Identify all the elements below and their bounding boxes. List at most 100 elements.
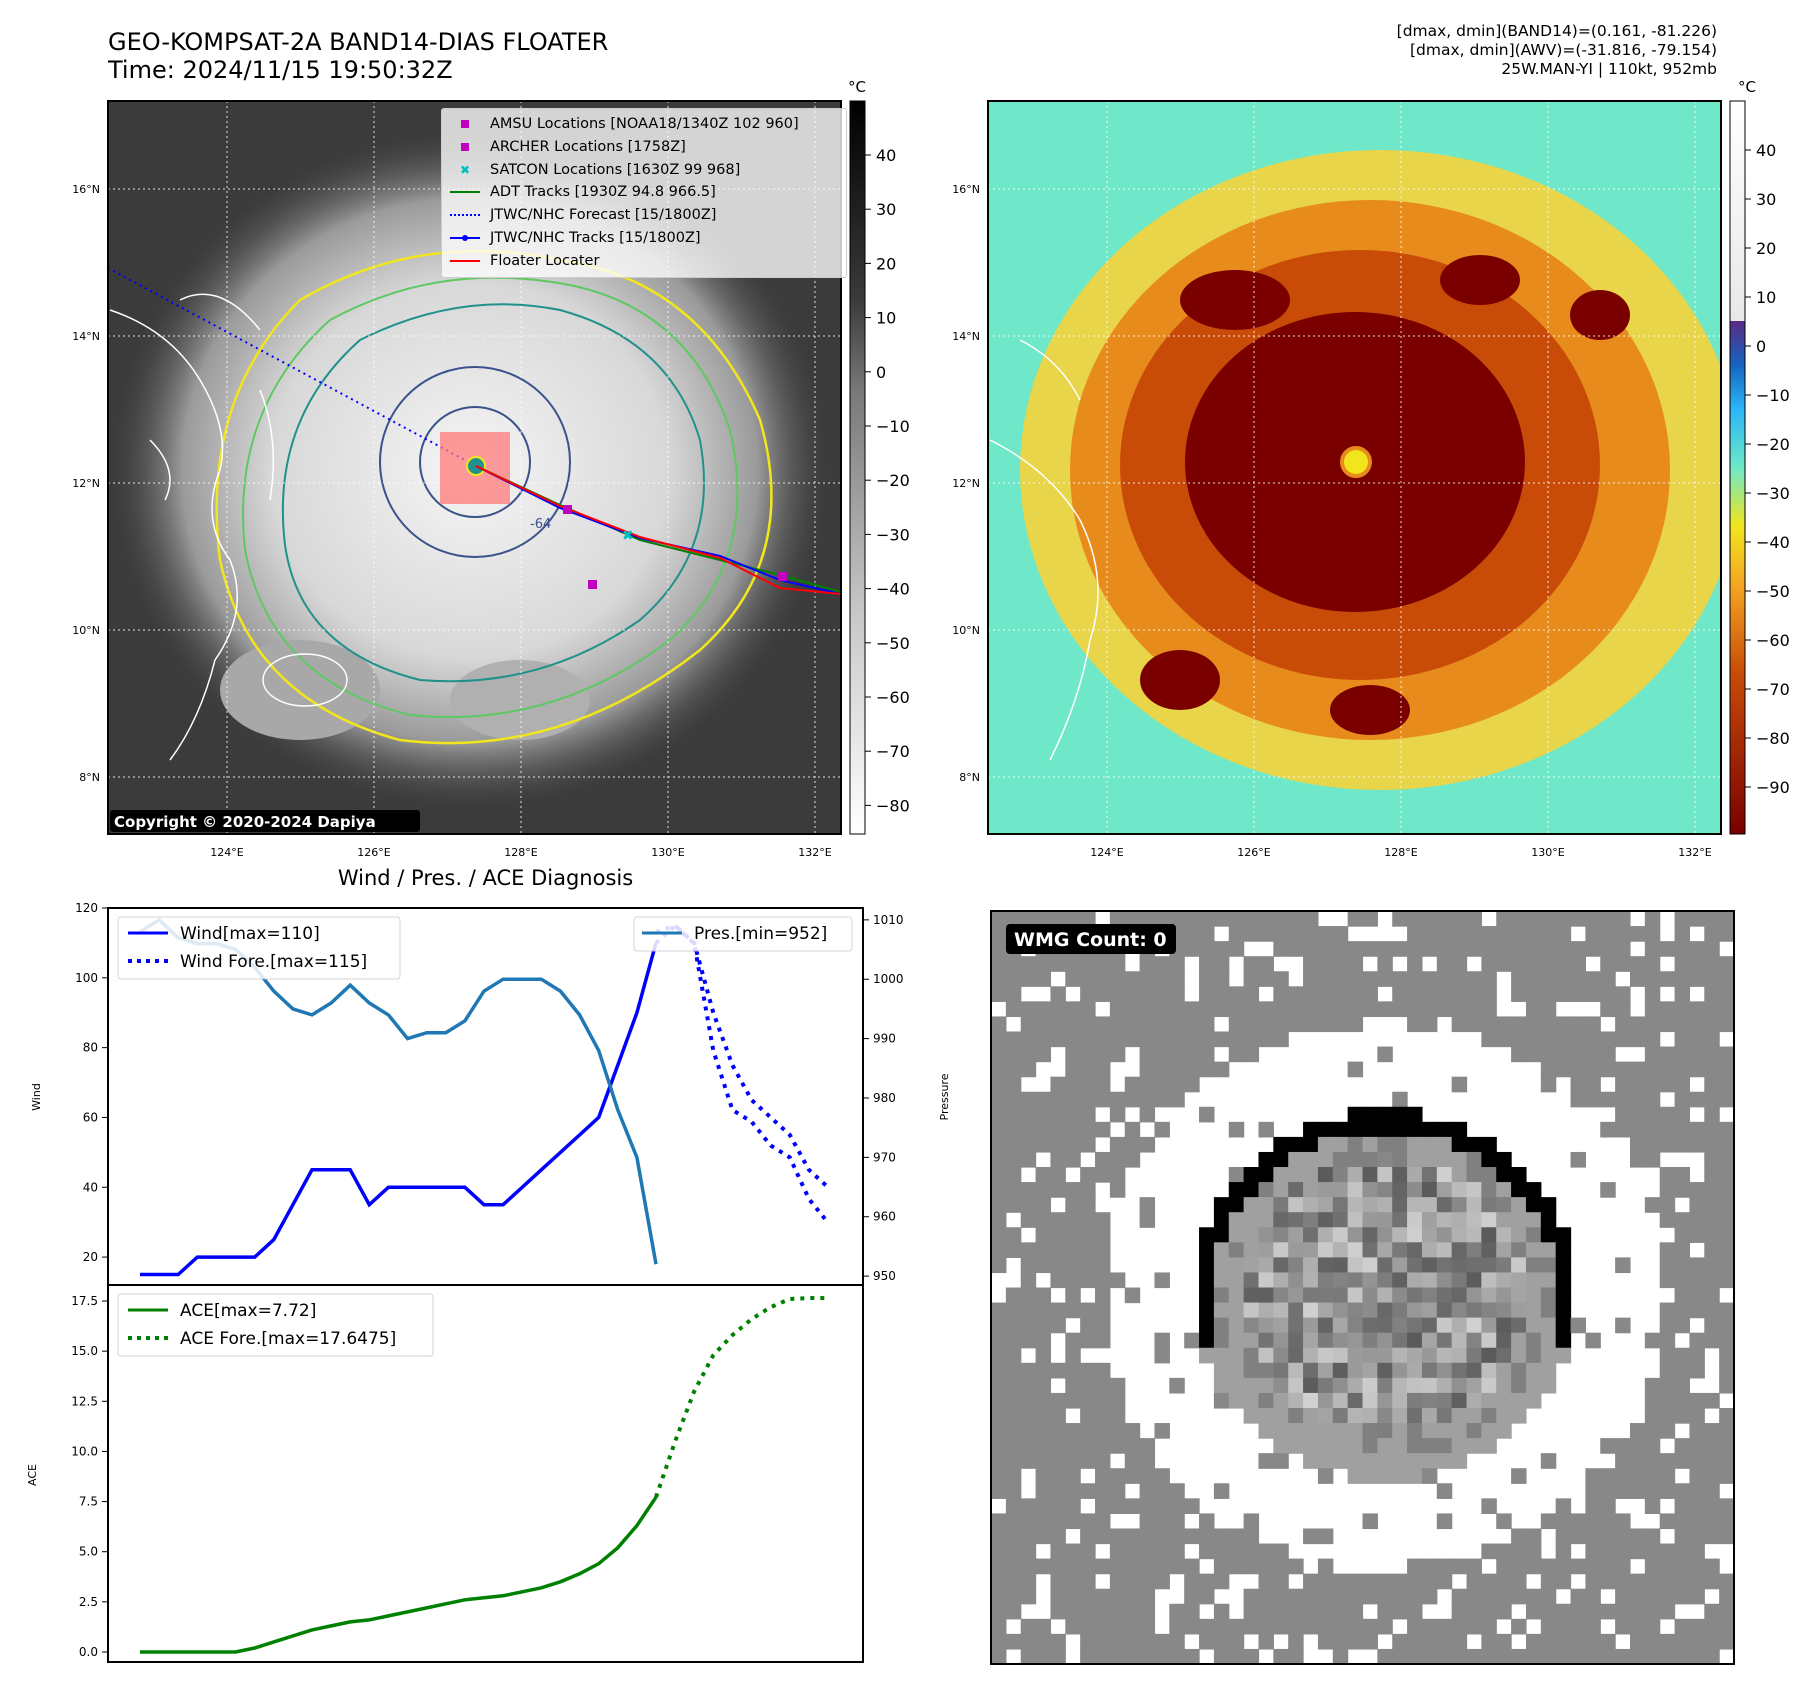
lat-tick: 16°N (72, 183, 100, 196)
wind-tick: 20 (83, 1250, 98, 1264)
gray-colorbar-tick: −30 (876, 525, 910, 544)
pressure-tick: 990 (873, 1032, 896, 1046)
lon-tick-2: 130°E (1531, 846, 1564, 859)
wmg-panel: WMG Count: 0 (990, 910, 1735, 1665)
square-marker-icon (448, 113, 482, 136)
color-colorbar-unit: °C (1738, 78, 1756, 96)
gray-colorbar-tick: 20 (876, 254, 896, 273)
dotted-line-icon (448, 204, 482, 227)
wind-tick: 120 (75, 901, 98, 915)
ace-tick: 7.5 (79, 1495, 98, 1509)
contour-green (242, 276, 739, 719)
pressure-tick: 1000 (873, 972, 904, 986)
color-colorbar-tick: −30 (1756, 484, 1790, 503)
ace-tick: 2.5 (79, 1595, 98, 1609)
color-colorbar-tick: −20 (1756, 435, 1790, 454)
color-colorbar-tick: 10 (1756, 288, 1776, 307)
x-marker-icon: ✖ (459, 162, 471, 177)
pressure-tick: 960 (873, 1210, 896, 1224)
line-dot-icon (448, 227, 482, 250)
title-line-1: GEO-KOMPSAT-2A BAND14-DIAS FLOATER (108, 28, 609, 56)
color-colorbar-tick: −50 (1756, 582, 1790, 601)
ace-legend: ACE[max=7.72] ACE Fore.[max=17.6475] (117, 1293, 434, 1357)
legend-item: ARCHER Locations [1758Z] (448, 136, 840, 159)
info-line-1: [dmax, dmin](BAND14)=(0.161, -81.226) (1396, 22, 1717, 40)
wind-tick: 100 (75, 971, 98, 985)
lat-tick-2: 8°N (959, 771, 980, 784)
color-colorbar-tick: 30 (1756, 190, 1776, 209)
gray-colorbar-tick: −40 (876, 580, 910, 599)
lon-tick-2: 128°E (1384, 846, 1417, 859)
color-colorbar (1729, 100, 1746, 835)
legend-label: JTWC/NHC Tracks [15/1800Z] (490, 229, 701, 246)
pressure-tick: 950 (873, 1269, 896, 1283)
color-colorbar-tick: 40 (1756, 141, 1776, 160)
ace-tick: 12.5 (71, 1394, 98, 1408)
lon-tick: 132°E (798, 846, 831, 859)
color-colorbar-tick: 0 (1756, 337, 1766, 356)
info-line-3: 25W.MAN-YI | 110kt, 952mb (1501, 60, 1717, 78)
lat-tick-2: 16°N (952, 183, 980, 196)
color-colorbar-tick: −70 (1756, 680, 1790, 699)
ace-tick: 10.0 (71, 1444, 98, 1458)
legend-item: JTWC/NHC Forecast [15/1800Z] (448, 204, 840, 227)
lat-tick: 12°N (72, 477, 100, 490)
legend-item: AMSU Locations [NOAA18/1340Z 102 960] (448, 113, 840, 136)
gray-colorbar-tick: 10 (876, 309, 896, 328)
legend-label: Floater Locater (490, 252, 600, 269)
gray-colorbar-tick: 0 (876, 363, 886, 382)
lat-tick-2: 10°N (952, 624, 980, 637)
color-colorbar-tick: −10 (1756, 386, 1790, 405)
legend-wind-fore: Wind Fore.[max=115] (180, 952, 367, 972)
ace-tick: 5.0 (79, 1545, 98, 1559)
wind-tick: 80 (83, 1041, 98, 1055)
floater-locater-track (475, 465, 841, 595)
lon-tick: 124°E (210, 846, 243, 859)
pressure-tick: 1010 (873, 913, 904, 927)
color-storm-eye (1340, 446, 1372, 478)
map-legend: AMSU Locations [NOAA18/1340Z 102 960] ARC… (441, 108, 847, 278)
legend-label: AMSU Locations [NOAA18/1340Z 102 960] (490, 116, 799, 132)
ace-axis-label: ACE (26, 1464, 39, 1486)
ace-series-line (140, 1496, 658, 1654)
amsu-marker (563, 505, 572, 514)
gray-colorbar (849, 100, 866, 835)
gray-colorbar-tick: −80 (876, 796, 910, 815)
legend-label: ARCHER Locations [1758Z] (490, 138, 686, 155)
pressure-tick: 980 (873, 1091, 896, 1105)
wind-legend: Wind[max=110] Wind Fore.[max=115] (117, 916, 401, 980)
line-icon (448, 181, 482, 204)
wind-series-line (140, 942, 658, 1277)
color-colorbar-tick: 20 (1756, 239, 1776, 258)
legend-item: ADT Tracks [1930Z 94.8 966.5] (448, 181, 840, 204)
line-icon (448, 250, 482, 273)
square-marker-icon (448, 136, 482, 159)
legend-label: JTWC/NHC Forecast [15/1800Z] (490, 207, 717, 224)
lon-tick: 128°E (504, 846, 537, 859)
wmg-label-box (1006, 924, 1176, 954)
color-colorbar-tick: −40 (1756, 533, 1790, 552)
legend-wind: Wind[max=110] (180, 924, 320, 944)
gray-colorbar-tick: −10 (876, 417, 910, 436)
storm-info: [dmax, dmin](BAND14)=(0.161, -81.226) [d… (1397, 22, 1717, 79)
info-line-2: [dmax, dmin](AWV)=(-31.816, -79.154) (1410, 41, 1717, 59)
wind-tick: 60 (83, 1110, 98, 1124)
lon-tick: 126°E (357, 846, 390, 859)
ace-tick: 17.5 (71, 1294, 98, 1308)
satcon-marker: ✖ (622, 528, 634, 544)
wind-tick: 40 (83, 1180, 98, 1194)
figure-title: GEO-KOMPSAT-2A BAND14-DIAS FLOATER Time:… (108, 28, 608, 84)
title-line-2: Time: 2024/11/15 19:50:32Z (108, 56, 453, 84)
contour-navy-outer (379, 366, 571, 558)
pressure-axis-label: Pressure (938, 1073, 951, 1120)
lat-tick: 10°N (72, 624, 100, 637)
lat-tick: 8°N (79, 771, 100, 784)
wind-axis-label: Wind (30, 1083, 43, 1111)
pressure-tick: 970 (873, 1150, 896, 1164)
archer-marker (588, 580, 597, 589)
gray-colorbar-tick: −70 (876, 742, 910, 761)
copyright-box (110, 810, 420, 832)
gray-colorbar-unit: °C (848, 78, 866, 96)
lon-tick-2: 126°E (1237, 846, 1270, 859)
